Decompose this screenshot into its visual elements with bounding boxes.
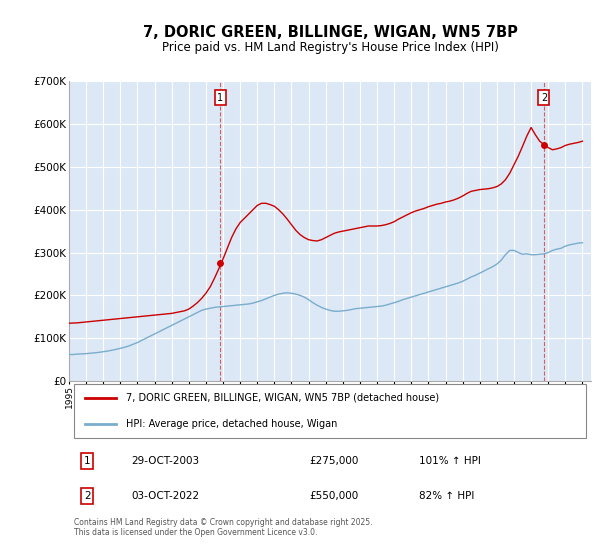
Text: £550,000: £550,000: [309, 491, 358, 501]
Text: 82% ↑ HPI: 82% ↑ HPI: [419, 491, 474, 501]
Text: 101% ↑ HPI: 101% ↑ HPI: [419, 456, 481, 466]
Text: 7, DORIC GREEN, BILLINGE, WIGAN, WN5 7BP (detached house): 7, DORIC GREEN, BILLINGE, WIGAN, WN5 7BP…: [127, 393, 440, 403]
FancyBboxPatch shape: [74, 384, 586, 438]
Text: 29-OCT-2003: 29-OCT-2003: [131, 456, 200, 466]
Text: 7, DORIC GREEN, BILLINGE, WIGAN, WN5 7BP: 7, DORIC GREEN, BILLINGE, WIGAN, WN5 7BP: [143, 25, 517, 40]
Text: 2: 2: [541, 93, 547, 102]
Text: Price paid vs. HM Land Registry's House Price Index (HPI): Price paid vs. HM Land Registry's House …: [161, 40, 499, 54]
Text: Contains HM Land Registry data © Crown copyright and database right 2025.
This d: Contains HM Land Registry data © Crown c…: [74, 517, 373, 537]
Text: 03-OCT-2022: 03-OCT-2022: [131, 491, 200, 501]
Text: 1: 1: [217, 93, 223, 102]
Text: 1: 1: [84, 456, 91, 466]
Text: £275,000: £275,000: [309, 456, 358, 466]
Text: 2: 2: [84, 491, 91, 501]
Text: HPI: Average price, detached house, Wigan: HPI: Average price, detached house, Wiga…: [127, 419, 338, 430]
